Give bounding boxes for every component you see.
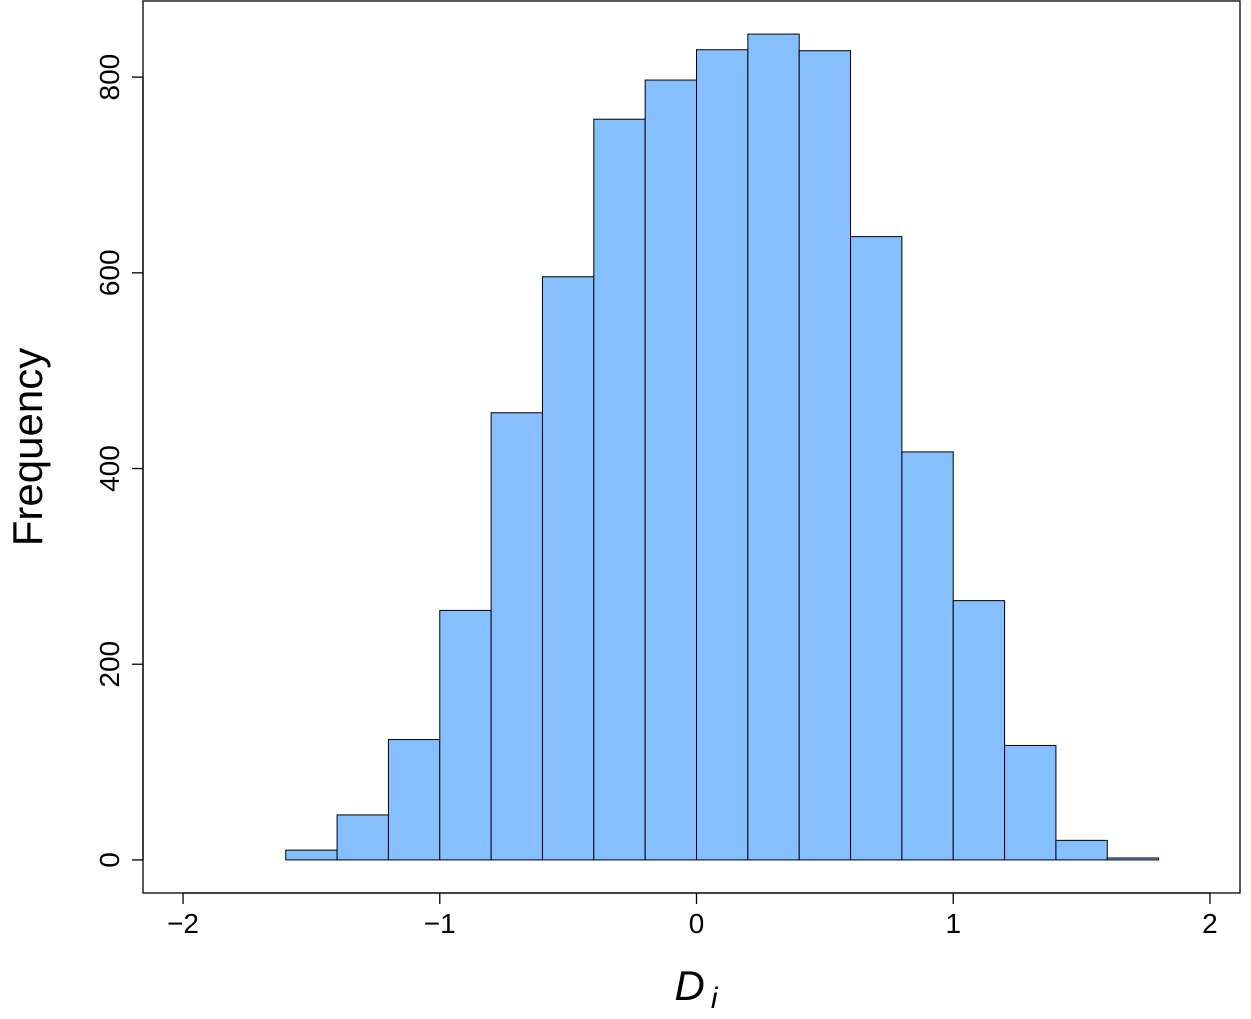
x-label-main: D — [674, 962, 704, 1009]
bar — [644, 79, 698, 861]
y-tick-label: 600 — [94, 249, 125, 296]
bar — [952, 600, 1006, 861]
bar — [593, 118, 646, 861]
bar — [747, 33, 800, 861]
x-tick-label: 2 — [1202, 908, 1218, 939]
bar — [696, 49, 749, 861]
bar — [490, 412, 543, 861]
y-tick-label: 800 — [94, 54, 125, 101]
bar — [285, 849, 338, 861]
y-axis-label: Frequency — [4, 348, 51, 546]
x-tick-label: 1 — [945, 908, 961, 939]
x-tick-label: 0 — [689, 908, 705, 939]
bar — [439, 609, 492, 861]
x-label-subscript: i — [711, 982, 719, 1015]
y-tick-label: 0 — [94, 852, 125, 868]
bar — [850, 236, 903, 861]
y-tick-label: 400 — [94, 445, 125, 492]
x-tick-label: −1 — [424, 908, 456, 939]
bar — [901, 451, 954, 861]
bar — [1106, 857, 1160, 861]
bar — [798, 50, 852, 861]
x-tick-label: −2 — [167, 908, 199, 939]
bar — [387, 739, 441, 861]
bar — [1055, 839, 1108, 861]
y-tick-label: 200 — [94, 641, 125, 688]
bar — [336, 814, 389, 861]
bar — [541, 276, 595, 861]
bar — [1004, 744, 1057, 861]
